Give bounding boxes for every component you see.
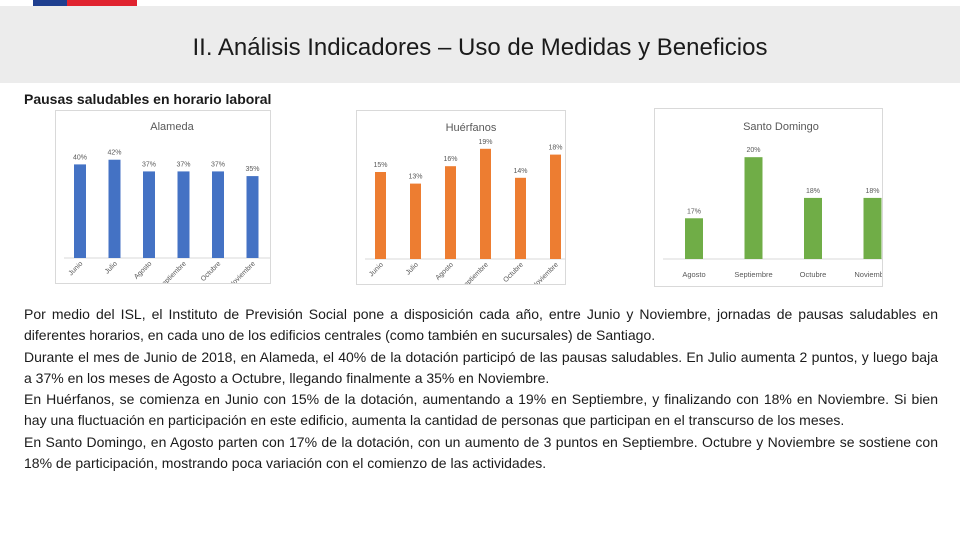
chart-alameda-bar-5 xyxy=(212,171,224,258)
chart-huerfanos-data-label-2: 13% xyxy=(408,174,422,181)
chart-huerfanos-category-2: Julio xyxy=(405,261,420,276)
chart-santo-domingo-data-label-1: 17% xyxy=(687,208,701,215)
chart-alameda-category-4: Septiembre xyxy=(158,260,188,283)
chart-santo-domingo-bar-1 xyxy=(685,218,703,259)
chart-santo-domingo-data-label-2: 20% xyxy=(746,147,760,154)
chart-alameda-data-label-1: 40% xyxy=(73,154,87,161)
chart-santo-domingo-bar-3 xyxy=(804,197,822,259)
chart-santo-domingo-bar-2 xyxy=(744,157,763,259)
body-text: Por medio del ISL, el Instituto de Previ… xyxy=(24,304,938,474)
chart-alameda-data-label-6: 35% xyxy=(245,166,259,173)
chart-santo-domingo-title: Santo Domingo xyxy=(743,121,819,133)
chart-santo-domingo-category-3: Octubre xyxy=(800,270,827,279)
chart-alameda-bar-1 xyxy=(74,164,86,258)
chart-alameda-category-2: Julio xyxy=(104,260,119,275)
chart-alameda-title: Alameda xyxy=(150,121,194,133)
chart-huerfanos-data-label-1: 15% xyxy=(373,162,387,169)
chart-huerfanos-bar-5 xyxy=(515,177,526,259)
chart-alameda-category-1: Junio xyxy=(68,260,85,277)
chart-alameda-bar-6 xyxy=(246,176,259,258)
chart-santo-domingo: Santo Domingo 17% Agosto 20% Septiembre 18% Oc… xyxy=(654,108,883,287)
chart-huerfanos-bar-6 xyxy=(550,154,561,259)
chart-huerfanos-category-4: Septiembre xyxy=(460,261,490,284)
flag-red-stripe xyxy=(67,0,137,6)
section-subtitle: Pausas saludables en horario laboral xyxy=(24,91,272,107)
paragraph-huerfanos: En Huérfanos, se comienza en Junio con 1… xyxy=(24,391,938,429)
paragraph-santo-domingo: En Santo Domingo, en Agosto parten con 1… xyxy=(24,433,938,472)
chart-santo-domingo-data-label-3: 18% xyxy=(806,188,820,195)
chart-santo-domingo-data-label-4: 18% xyxy=(865,188,879,195)
chart-huerfanos-svg: Huérfanos 15% Junio 13% Julio 16% Agosto 19% Sep… xyxy=(365,122,565,284)
chart-alameda-bar-4 xyxy=(177,171,190,258)
flag-bar xyxy=(33,0,137,6)
chart-alameda-category-3: Agosto xyxy=(133,260,153,280)
chart-huerfanos-bar-2 xyxy=(410,183,421,259)
chart-alameda-data-label-4: 37% xyxy=(176,161,190,168)
chart-huerfanos-data-label-6: 18% xyxy=(548,145,562,152)
chart-alameda-data-label-5: 37% xyxy=(211,161,225,168)
header-band xyxy=(0,6,960,83)
chart-huerfanos-category-3: Agosto xyxy=(435,261,455,281)
chart-alameda: Alameda 40% Junio 42% Julio 37% Agosto 37% Septi… xyxy=(55,110,271,284)
paragraph-intro: Por medio del ISL, el Instituto de Previ… xyxy=(24,306,938,344)
chart-santo-domingo-category-4: Noviembre xyxy=(854,270,882,279)
chart-huerfanos-title: Huérfanos xyxy=(446,122,497,134)
chart-santo-domingo-category-2: Septiembre xyxy=(734,270,772,279)
chart-huerfanos-bar-4 xyxy=(480,148,491,259)
chart-huerfanos-data-label-3: 16% xyxy=(443,156,457,163)
chart-huerfanos-data-label-5: 14% xyxy=(513,168,527,175)
chart-huerfanos-category-5: Octubre xyxy=(502,261,525,284)
paragraph-alameda: Durante el mes de Junio de 2018, en Alam… xyxy=(24,348,938,386)
chart-huerfanos-bar-3 xyxy=(445,166,456,259)
chart-alameda-svg: Alameda 40% Junio 42% Julio 37% Agosto 37% Septi… xyxy=(64,121,270,283)
chart-huerfanos-data-label-4: 19% xyxy=(478,139,492,146)
chart-alameda-category-6: Noviembre xyxy=(228,260,257,283)
chart-huerfanos-bar-1 xyxy=(375,172,386,259)
chart-alameda-bar-3 xyxy=(143,171,155,258)
chart-alameda-data-label-2: 42% xyxy=(107,150,121,157)
chart-santo-domingo-category-1: Agosto xyxy=(682,270,705,279)
chart-alameda-category-5: Octubre xyxy=(200,260,223,283)
flag-blue-stripe xyxy=(33,0,67,6)
chart-alameda-bar-2 xyxy=(108,159,121,258)
chart-santo-domingo-bar-4 xyxy=(863,197,882,259)
chart-santo-domingo-svg: Santo Domingo 17% Agosto 20% Septiembre 18% Oc… xyxy=(663,121,882,279)
chart-huerfanos: Huérfanos 15% Junio 13% Julio 16% Agosto 19% Sep… xyxy=(356,110,566,285)
chart-huerfanos-category-1: Junio xyxy=(368,261,385,278)
page-title: II. Análisis Indicadores – Uso de Medida… xyxy=(192,34,768,61)
chart-huerfanos-category-6: Noviembre xyxy=(531,261,560,284)
chart-alameda-data-label-3: 37% xyxy=(142,161,156,168)
